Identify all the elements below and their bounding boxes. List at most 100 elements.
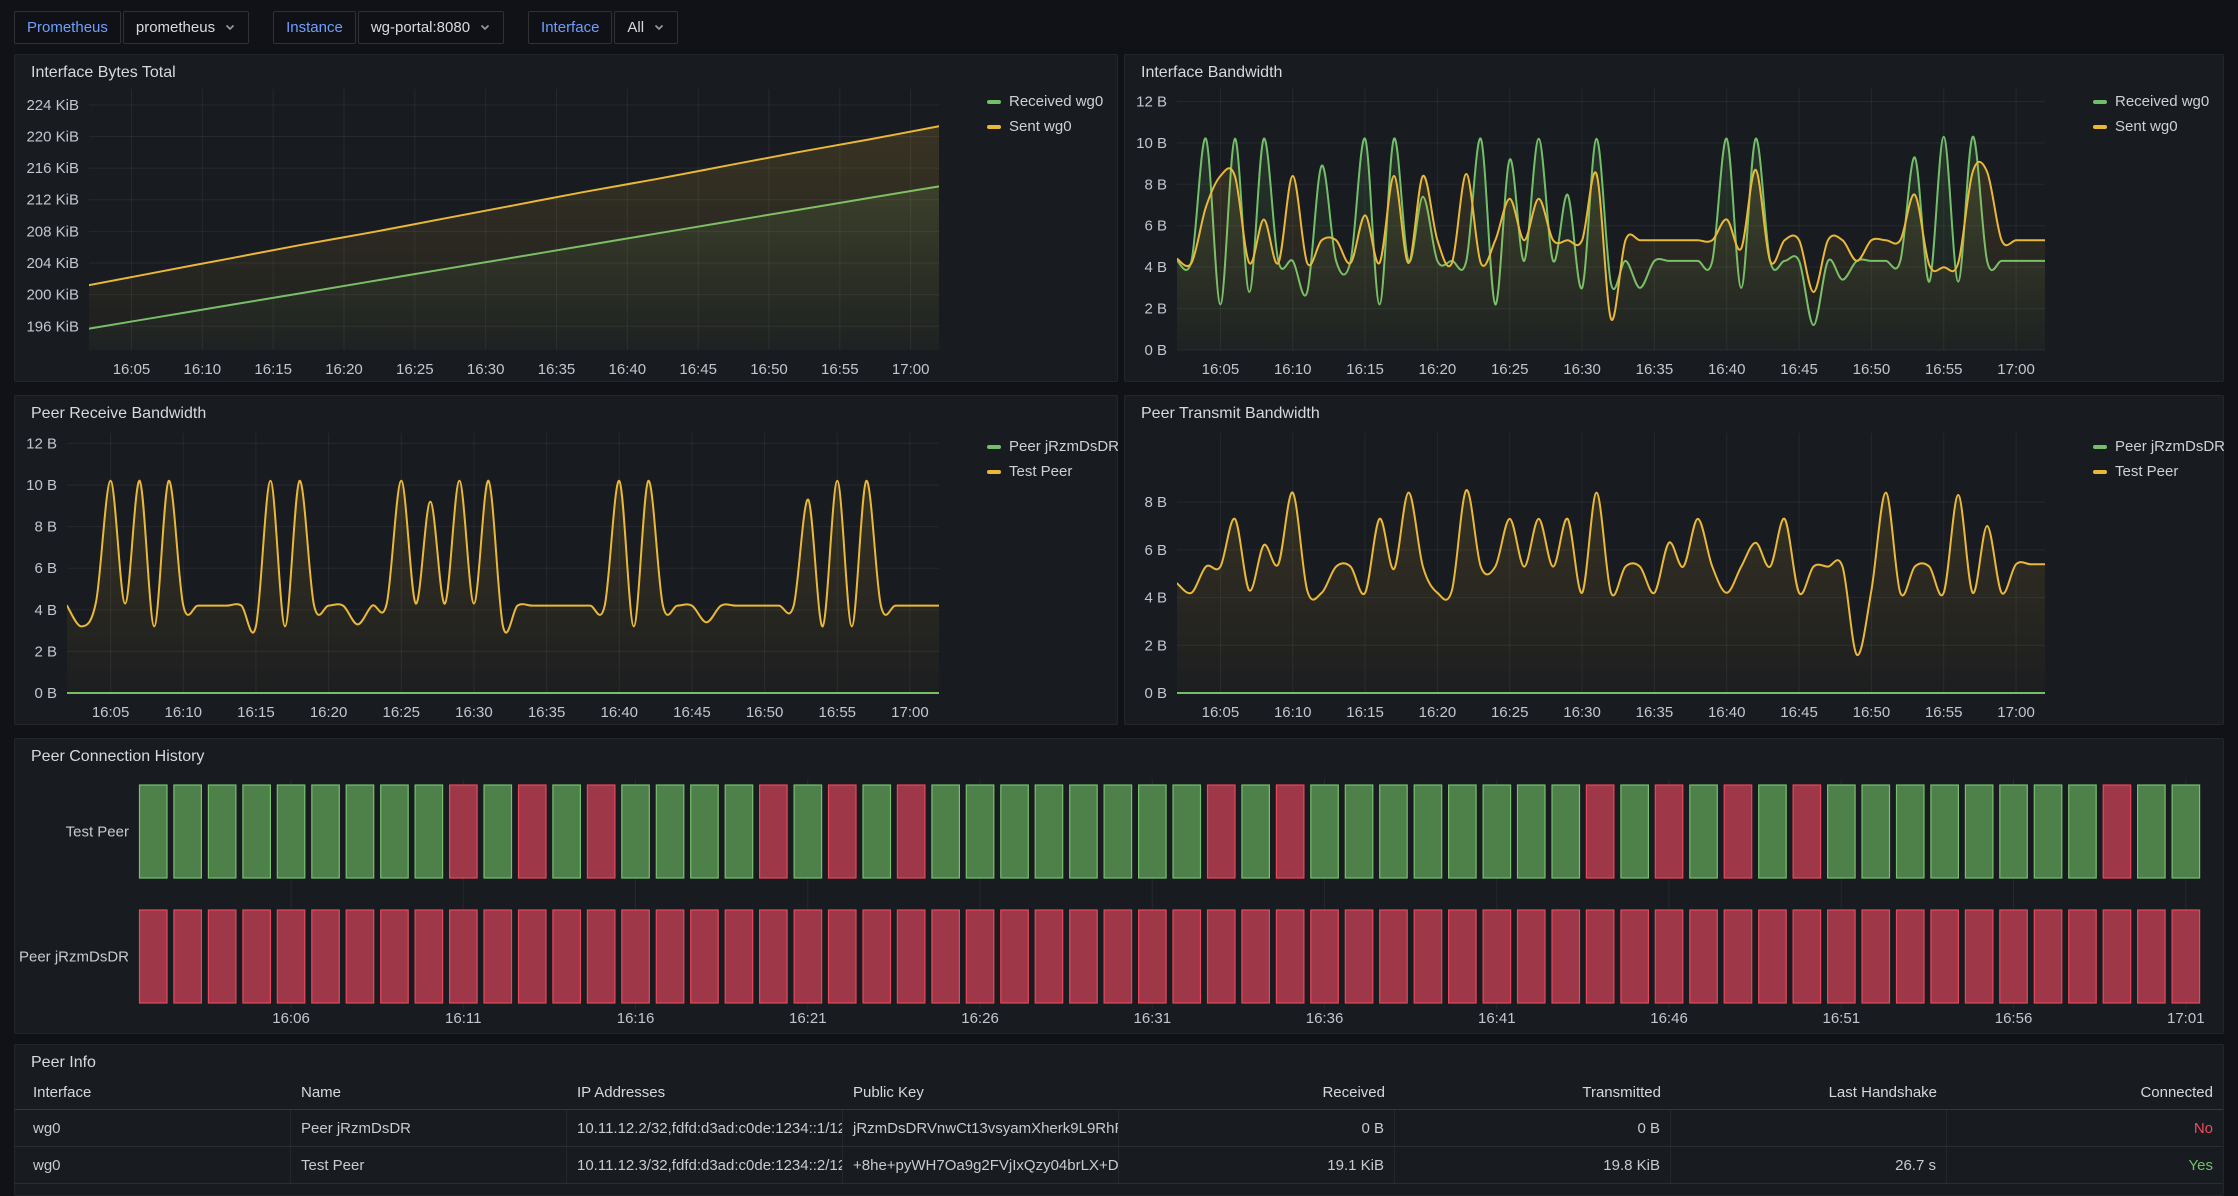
state-cell-disconnected[interactable]: [1654, 909, 1684, 1004]
variable-select-datasource[interactable]: prometheus: [122, 10, 250, 44]
panel-title[interactable]: Interface Bandwidth: [1141, 64, 1283, 81]
panel-title[interactable]: Peer Connection History: [31, 748, 205, 765]
state-cell-disconnected[interactable]: [896, 784, 926, 879]
state-cell-connected[interactable]: [345, 784, 375, 879]
state-cell-connected[interactable]: [1310, 784, 1339, 879]
state-cell-disconnected[interactable]: [1930, 909, 1960, 1004]
state-cell-connected[interactable]: [2171, 784, 2201, 879]
variable-select-instance[interactable]: wg-portal:8080: [357, 10, 505, 44]
state-cell-disconnected[interactable]: [2102, 784, 2132, 879]
column-header-transmitted[interactable]: Transmitted: [1582, 1083, 1661, 1101]
state-cell-connected[interactable]: [207, 784, 237, 879]
legend-item[interactable]: Sent wg0: [2093, 118, 2215, 135]
state-cell-disconnected[interactable]: [380, 909, 409, 1004]
panel-title[interactable]: Interface Bytes Total: [31, 64, 176, 81]
panel-title[interactable]: Peer Transmit Bandwidth: [1141, 405, 1320, 422]
state-cell-connected[interactable]: [1516, 784, 1546, 879]
state-cell-disconnected[interactable]: [1206, 909, 1236, 1004]
state-cell-connected[interactable]: [380, 784, 409, 879]
state-cell-disconnected[interactable]: [2137, 909, 2166, 1004]
state-cell-disconnected[interactable]: [276, 909, 306, 1004]
state-cell-connected[interactable]: [1758, 784, 1787, 879]
legend-item[interactable]: Received wg0: [987, 93, 1109, 110]
column-header-public-key[interactable]: Public Key: [853, 1083, 924, 1101]
state-cell-disconnected[interactable]: [1241, 909, 1271, 1004]
state-cell-connected[interactable]: [276, 784, 306, 879]
state-cell-disconnected[interactable]: [1137, 909, 1167, 1004]
state-cell-disconnected[interactable]: [758, 909, 788, 1004]
state-cell-disconnected[interactable]: [621, 909, 650, 1004]
state-cell-disconnected[interactable]: [1792, 909, 1822, 1004]
state-cell-disconnected[interactable]: [1551, 909, 1581, 1004]
column-header-ip-addresses[interactable]: IP Addresses: [577, 1083, 666, 1101]
column-header-name[interactable]: Name: [301, 1083, 342, 1101]
state-cell-connected[interactable]: [690, 784, 719, 879]
state-cell-disconnected[interactable]: [1344, 909, 1374, 1004]
legend-item[interactable]: Peer jRzmDsDR: [2093, 438, 2225, 455]
state-cell-disconnected[interactable]: [793, 909, 823, 1004]
state-cell-disconnected[interactable]: [414, 909, 444, 1004]
state-cell-disconnected[interactable]: [1585, 784, 1615, 879]
state-cell-disconnected[interactable]: [173, 909, 202, 1004]
state-cell-disconnected[interactable]: [1275, 784, 1305, 879]
state-cell-disconnected[interactable]: [1275, 909, 1305, 1004]
state-cell-disconnected[interactable]: [586, 909, 616, 1004]
state-cell-disconnected[interactable]: [1379, 909, 1408, 1004]
state-cell-disconnected[interactable]: [311, 909, 340, 1004]
legend-item[interactable]: Received wg0: [2093, 93, 2215, 110]
variable-select-interface[interactable]: All: [614, 10, 679, 44]
state-cell-disconnected[interactable]: [827, 784, 857, 879]
state-cell-connected[interactable]: [2137, 784, 2166, 879]
state-cell-connected[interactable]: [1895, 784, 1925, 879]
state-cell-disconnected[interactable]: [965, 909, 995, 1004]
state-cell-disconnected[interactable]: [1861, 909, 1891, 1004]
chart-canvas[interactable]: 0 B 2 B 4 B 6 B 8 B 10 B 12 B 16:05 16:10 16:15 16…: [15, 396, 1117, 724]
state-cell-disconnected[interactable]: [2068, 909, 2097, 1004]
state-cell-disconnected[interactable]: [1895, 909, 1925, 1004]
state-cell-disconnected[interactable]: [1723, 784, 1753, 879]
state-cell-connected[interactable]: [1241, 784, 1271, 879]
state-cell-disconnected[interactable]: [1689, 909, 1718, 1004]
state-cell-connected[interactable]: [1551, 784, 1581, 879]
state-cell-connected[interactable]: [1137, 784, 1167, 879]
state-cell-disconnected[interactable]: [1413, 909, 1443, 1004]
legend-item[interactable]: Test Peer: [987, 463, 1109, 480]
line-chart[interactable]: 0 B 2 B 4 B 6 B 8 B 16:05 16:10 16:15 16:20 16:25…: [1125, 396, 2223, 724]
state-cell-disconnected[interactable]: [1585, 909, 1615, 1004]
state-cell-connected[interactable]: [793, 784, 823, 879]
state-cell-disconnected[interactable]: [896, 909, 926, 1004]
state-cell-disconnected[interactable]: [586, 784, 616, 879]
state-cell-disconnected[interactable]: [1482, 909, 1512, 1004]
column-header-interface[interactable]: Interface: [33, 1083, 92, 1101]
state-cell-disconnected[interactable]: [552, 909, 582, 1004]
state-cell-connected[interactable]: [1344, 784, 1374, 879]
state-cell-connected[interactable]: [1930, 784, 1960, 879]
state-cell-connected[interactable]: [1000, 784, 1029, 879]
state-cell-disconnected[interactable]: [1447, 909, 1477, 1004]
state-cell-disconnected[interactable]: [690, 909, 719, 1004]
chart-canvas[interactable]: 0 B 2 B 4 B 6 B 8 B 16:05 16:10 16:15 16:20 16:25…: [1125, 396, 2223, 724]
state-cell-disconnected[interactable]: [1069, 909, 1098, 1004]
state-cell-connected[interactable]: [621, 784, 650, 879]
state-cell-disconnected[interactable]: [449, 909, 478, 1004]
state-cell-connected[interactable]: [1172, 784, 1202, 879]
state-cell-disconnected[interactable]: [724, 909, 754, 1004]
line-chart[interactable]: 0 B 2 B 4 B 6 B 8 B 10 B 12 B 16:05 16:10 16:15 16…: [1125, 55, 2223, 381]
state-cell-connected[interactable]: [311, 784, 340, 879]
state-cell-disconnected[interactable]: [242, 909, 271, 1004]
state-cell-connected[interactable]: [1034, 784, 1064, 879]
state-cell-disconnected[interactable]: [138, 909, 168, 1004]
state-cell-disconnected[interactable]: [207, 909, 237, 1004]
state-cell-connected[interactable]: [1964, 784, 1994, 879]
state-cell-disconnected[interactable]: [1999, 909, 2028, 1004]
state-cell-connected[interactable]: [1482, 784, 1512, 879]
state-cell-connected[interactable]: [1447, 784, 1477, 879]
state-cell-connected[interactable]: [242, 784, 271, 879]
state-cell-disconnected[interactable]: [345, 909, 375, 1004]
chart-canvas[interactable]: 196 KiB 200 KiB 204 KiB 208 KiB 212 KiB 216 K…: [15, 55, 1117, 381]
state-cell-disconnected[interactable]: [483, 909, 513, 1004]
state-cell-disconnected[interactable]: [758, 784, 788, 879]
state-cell-connected[interactable]: [1620, 784, 1650, 879]
state-cell-disconnected[interactable]: [827, 909, 857, 1004]
